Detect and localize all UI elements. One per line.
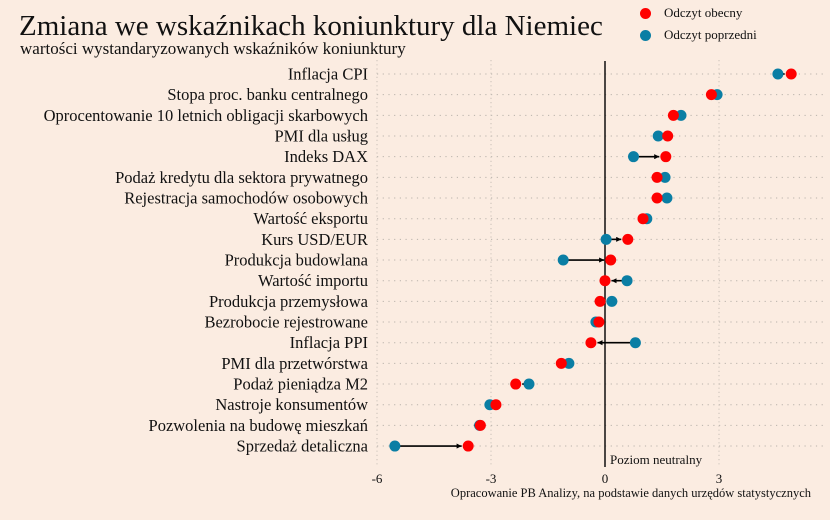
current-reading-point — [705, 89, 717, 101]
current-reading-point — [599, 275, 611, 287]
category-label: Inflacja PPI — [290, 333, 368, 352]
legend-previous-label: Odczyt poprzedni — [664, 27, 757, 42]
current-reading-point — [462, 440, 474, 452]
category-label: Nastroje konsumentów — [215, 395, 368, 414]
previous-reading-point — [772, 68, 784, 80]
category-label: Inflacja CPI — [288, 65, 368, 84]
chart-title: Zmiana we wskaźnikach koniunktury dla Ni… — [19, 10, 603, 42]
previous-reading-point — [600, 233, 612, 245]
previous-reading-point — [563, 357, 575, 369]
current-reading-point — [474, 419, 486, 431]
current-reading-point — [622, 233, 634, 245]
previous-reading-point — [675, 109, 687, 121]
current-reading-point — [593, 316, 605, 328]
previous-reading-point — [659, 171, 671, 183]
current-reading-point — [651, 171, 663, 183]
source-note: Opracowanie PB Analizy, na podstawie dan… — [450, 486, 811, 500]
category-label: Wartość eksportu — [253, 209, 368, 228]
current-reading-point — [662, 130, 674, 142]
previous-reading-point — [652, 130, 664, 142]
legend-previous-marker — [640, 29, 651, 41]
previous-reading-point — [628, 151, 639, 163]
legend-current-marker — [640, 7, 651, 19]
current-reading-point — [510, 378, 522, 390]
x-tick-label: 0 — [602, 471, 609, 486]
previous-reading-point — [606, 295, 618, 307]
legend-current: Odczyt obecny — [640, 5, 742, 21]
category-label: PMI dla przetwórstwa — [221, 354, 368, 373]
category-label: Rejestracja samochodów osobowych — [124, 189, 369, 208]
grid — [376, 60, 826, 465]
legend-previous: Odczyt poprzedni — [640, 27, 757, 43]
category-label: PMI dla usług — [274, 127, 368, 146]
current-reading-point — [637, 213, 649, 225]
current-reading-point — [490, 399, 502, 411]
legend-current-label: Odczyt obecny — [664, 5, 743, 20]
category-label: Wartość importu — [258, 271, 368, 290]
current-reading-point — [605, 254, 617, 266]
category-label: Produkcja budowlana — [225, 251, 369, 270]
previous-reading-point — [389, 440, 401, 452]
current-reading-point — [660, 151, 672, 163]
current-reading-point — [585, 337, 597, 349]
x-tick-label: 3 — [716, 471, 723, 486]
category-label: Podaż pieniądza M2 — [233, 375, 368, 394]
previous-reading-point — [557, 254, 569, 266]
current-reading-point — [555, 357, 567, 369]
current-reading-point — [594, 295, 606, 307]
current-reading-point — [785, 68, 797, 80]
category-label: Bezrobocie rejestrowane — [204, 313, 368, 332]
neutral-level-label: Poziom neutralny — [610, 452, 703, 467]
chart-subtitle: wartości wystandaryzowanych wskaźników k… — [20, 39, 406, 58]
current-reading-point — [651, 192, 663, 204]
category-label: Oprocentowanie 10 letnich obligacji skar… — [44, 106, 369, 125]
current-reading-point — [667, 109, 679, 121]
previous-reading-point — [661, 192, 673, 204]
x-tick-label: -3 — [486, 471, 497, 486]
previous-reading-point — [621, 275, 633, 287]
category-label: Sprzedaż detaliczna — [237, 437, 369, 456]
data-marks — [389, 68, 797, 452]
category-label: Indeks DAX — [284, 147, 368, 166]
category-label: Stopa proc. banku centralnego — [167, 85, 368, 104]
previous-reading-point — [523, 378, 535, 390]
category-label: Pozwolenia na budowę mieszkań — [149, 416, 368, 435]
category-label: Podaż kredytu dla sektora prywatnego — [115, 168, 368, 187]
previous-reading-point — [629, 337, 641, 349]
x-axis: -6 -3 0 3 — [372, 471, 723, 486]
x-tick-label: -6 — [372, 471, 383, 486]
category-label: Kurs USD/EUR — [261, 230, 368, 249]
category-label: Produkcja przemysłowa — [209, 292, 369, 311]
